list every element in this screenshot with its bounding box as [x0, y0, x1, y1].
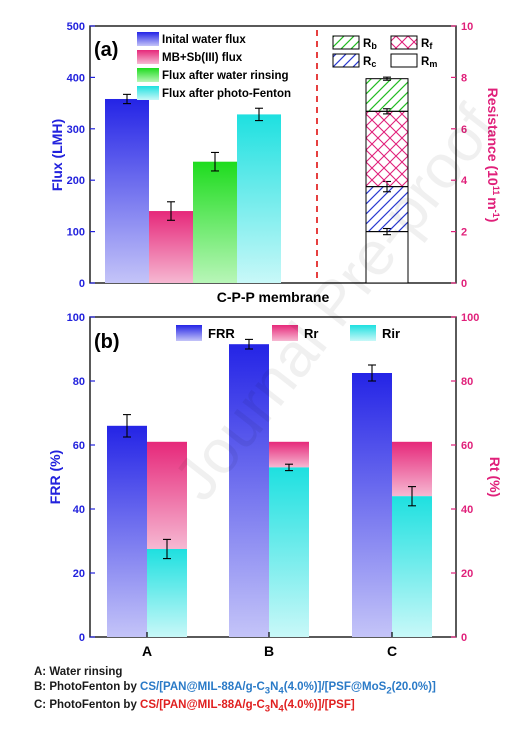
legend-label: FRR	[208, 326, 235, 341]
frr-bar	[229, 344, 269, 637]
y-axis-label-right-a: Resistance (1011m-1)	[485, 88, 501, 223]
legend-swatch	[137, 86, 159, 100]
rir-bar	[269, 467, 309, 637]
legend-swatch	[137, 50, 159, 64]
y-tick-label-left-b: 20	[73, 568, 85, 580]
resistance-legend-label: Rc	[363, 56, 376, 69]
legend-label: Rr	[304, 326, 318, 341]
x-tick-label-b: B	[264, 643, 274, 659]
legend-swatch	[176, 325, 202, 341]
resistance-segment-rb	[365, 78, 409, 112]
flux-bar	[105, 98, 149, 283]
y-tick-label-left-a: 0	[79, 278, 85, 290]
y-tick-label-left-b: 100	[67, 312, 85, 324]
legend-label: Flux after water rinsing	[162, 70, 289, 82]
y-tick-label-left-b: 0	[79, 632, 85, 644]
resistance-segment-rf	[365, 110, 409, 188]
resistance-segment-rm	[365, 231, 409, 284]
resistance-legend-swatch	[390, 35, 418, 50]
y-tick-label-right-a: 10	[461, 21, 473, 33]
y-tick-label-left-a: 300	[67, 124, 85, 136]
y-tick-label-left-b: 80	[73, 376, 85, 388]
legend-label: MB+Sb(III) flux	[162, 52, 243, 64]
y-tick-label-right-b: 80	[461, 376, 473, 388]
x-tick-label-b: A	[142, 643, 152, 659]
resistance-legend: Rb Rf Rc Rm	[332, 35, 437, 69]
frr-bar	[352, 373, 392, 637]
rir-bar	[392, 496, 432, 637]
y-axis-label-left-b: FRR (%)	[47, 450, 63, 504]
caption-a: A: Water rinsing	[34, 666, 123, 678]
y-tick-label-left-b: 40	[73, 504, 85, 516]
rir-bar	[147, 549, 187, 637]
panel-b: 0 20 40 60 80 100 0 20 40 60 80 100 (b) FRR Rr Rir F…	[47, 312, 503, 659]
y-tick-label-left-a: 400	[67, 72, 85, 84]
flux-bar	[193, 161, 237, 283]
flux-bar	[149, 211, 193, 283]
y-tick-label-right-b: 60	[461, 440, 473, 452]
y-tick-label-right-b: 40	[461, 504, 473, 516]
rr-bar	[147, 441, 187, 549]
legend-swatch	[350, 325, 376, 341]
y-tick-label-right-b: 20	[461, 568, 473, 580]
y-tick-label-left-a: 100	[67, 227, 85, 239]
caption-b: B: PhotoFenton by CS/[PAN@MIL-88A/g-C3N4…	[34, 681, 436, 697]
resistance-legend-label: Rm	[421, 56, 437, 69]
legend-label: Inital water flux	[162, 34, 246, 46]
panel-b-label: (b)	[94, 331, 120, 353]
y-tick-label-left-b: 60	[73, 440, 85, 452]
y-tick-label-right-a: 0	[461, 278, 467, 290]
rr-bar	[269, 441, 309, 468]
y-axis-label-right-b: Rt (%)	[487, 457, 503, 497]
resistance-legend-swatch	[332, 53, 360, 68]
x-tick-label-b: C	[387, 643, 397, 659]
y-tick-label-right-a: 2	[461, 227, 467, 239]
legend-swatch	[137, 68, 159, 82]
legend-swatch	[137, 32, 159, 46]
panel-a: 0 100 200 300 400 500 0 2 4 6 8 10 (a) Inital wate…	[49, 21, 501, 305]
legend-b: FRR Rr Rir	[176, 325, 400, 341]
y-tick-label-right-a: 8	[461, 72, 467, 84]
legend-swatch	[272, 325, 298, 341]
y-tick-label-right-a: 6	[461, 124, 467, 136]
resistance-legend-swatch	[390, 53, 418, 68]
legend-a: Inital water flux MB+Sb(III) flux Flux aft…	[137, 32, 291, 100]
y-tick-label-right-b: 0	[461, 632, 467, 644]
legend-label: Flux after photo-Fenton	[162, 88, 291, 100]
y-tick-label-right-a: 4	[461, 175, 468, 187]
y-tick-label-left-a: 500	[67, 21, 85, 33]
x-axis-label-a: C-P-P membrane	[217, 289, 330, 305]
resistance-legend-label: Rf	[421, 38, 433, 51]
y-tick-label-right-b: 100	[461, 312, 479, 324]
y-tick-label-left-a: 200	[67, 175, 85, 187]
panel-a-label: (a)	[94, 39, 118, 61]
y-axis-label-left-a: Flux (LMH)	[49, 119, 65, 191]
legend-label: Rir	[382, 326, 400, 341]
resistance-legend-label: Rb	[363, 38, 377, 51]
resistance-legend-swatch	[332, 35, 360, 50]
flux-bar	[237, 114, 281, 284]
caption-c: C: PhotoFenton by CS/[PAN@MIL-88A/g-C3N4…	[34, 699, 355, 715]
resistance-segment-rc	[365, 186, 409, 233]
figure-captions: A: Water rinsing B: PhotoFenton by CS/[P…	[34, 665, 436, 717]
frr-bar	[107, 425, 147, 637]
